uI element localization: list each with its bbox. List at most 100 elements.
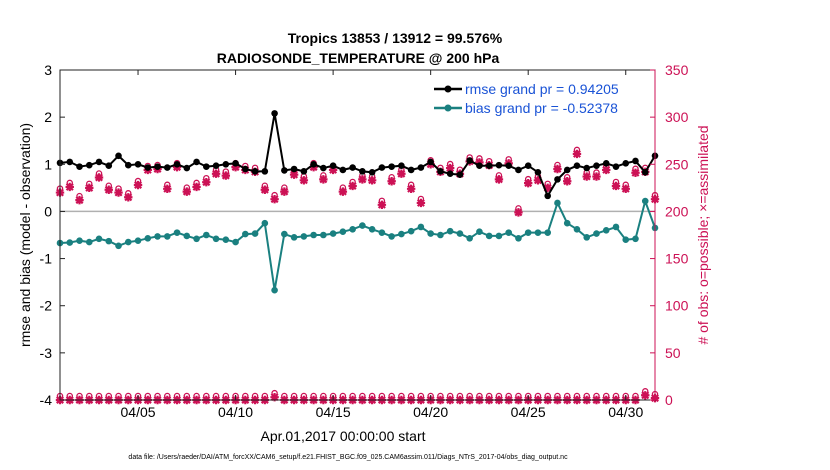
rmse-point — [349, 164, 356, 171]
bias-point — [407, 227, 415, 235]
x-axis-label: Apr.01,2017 00:00:00 start — [260, 428, 425, 444]
y-right-axis-ticks: 0 50 100 150 200 250 300 350 — [650, 62, 689, 408]
obs-assimilated-marker — [299, 176, 309, 185]
plot-area — [60, 70, 655, 400]
bias-point — [163, 233, 171, 240]
bias-point — [232, 238, 239, 246]
legend-bias-label: bias grand pr = -0.52378 — [465, 100, 618, 116]
x-tick-label: 04/20 — [413, 404, 448, 420]
bias-point — [378, 229, 386, 236]
obs-assimilated-marker — [319, 175, 328, 184]
obs-assimilated-marker — [358, 175, 367, 184]
obs-assimilated-marker — [397, 169, 406, 178]
y-right-axis-label: # of obs: o=possible; ×=assimilated — [695, 125, 711, 344]
legend-rmse-marker — [444, 85, 452, 93]
bias-point — [310, 231, 317, 239]
obs-assimilated-marker — [533, 176, 543, 185]
x-tick-label: 04/10 — [218, 404, 253, 420]
rmse-point — [261, 168, 269, 175]
y-left-tick-label: 0 — [44, 203, 52, 219]
rmse-point — [622, 160, 630, 167]
bias-point — [154, 233, 161, 240]
rmse-point — [85, 161, 93, 169]
obs-assimilated-marker — [416, 198, 426, 208]
obs-assimilated-marker — [328, 165, 338, 175]
bias-point — [76, 237, 83, 244]
bias-point — [427, 230, 434, 237]
rmse-point — [407, 166, 415, 174]
legend-box — [430, 77, 650, 119]
bias-point — [300, 233, 308, 240]
obs-assimilated-marker — [231, 162, 240, 172]
bias-point — [495, 232, 503, 240]
x-tick-label: 04/15 — [316, 404, 351, 420]
rmse-point — [388, 163, 395, 170]
obs-assimilated-marker — [338, 187, 348, 196]
rmse-point — [544, 192, 552, 200]
obs-assimilated-marker — [611, 181, 621, 191]
rmse-point — [632, 157, 639, 165]
bias-point — [320, 231, 327, 239]
obs-assimilated-marker — [641, 391, 650, 400]
rmse-point — [124, 161, 132, 169]
rmse-point — [427, 158, 434, 166]
bias-point — [534, 229, 542, 236]
rmse-series-layer — [56, 110, 659, 200]
rmse-point — [271, 110, 278, 117]
rmse-point — [183, 164, 191, 172]
bias-point — [242, 230, 249, 238]
rmse-point — [163, 164, 171, 171]
rmse-point — [515, 166, 522, 174]
rmse-point — [583, 164, 591, 172]
bias-point — [446, 227, 454, 235]
rmse-point — [505, 162, 512, 169]
rmse-point — [212, 162, 220, 169]
rmse-point — [368, 169, 376, 176]
rmse-point — [203, 163, 210, 170]
rmse-point — [417, 164, 425, 171]
x-tick-label: 04/25 — [511, 404, 546, 420]
rmse-point — [95, 158, 103, 166]
rmse-point — [446, 170, 454, 178]
obs-assimilated-marker — [348, 181, 357, 191]
obs-assimilated-marker — [475, 158, 484, 167]
obs-assimilated-marker — [406, 184, 416, 193]
chart-subtitle: RADIOSONDE_TEMPERATURE @ 200 hPa — [217, 50, 500, 66]
bias-point — [222, 236, 230, 244]
obs-assimilated-marker — [563, 177, 572, 186]
bias-point — [602, 226, 610, 234]
y-right-tick-label: 300 — [665, 109, 689, 125]
bias-point — [115, 242, 122, 250]
obs-assimilated-marker — [163, 184, 172, 193]
bias-point — [622, 236, 630, 244]
legend: rmse grand pr = 0.94205 bias grand pr = … — [430, 77, 650, 119]
obs-assimilated-marker — [602, 165, 611, 175]
bias-point — [281, 230, 288, 238]
bias-point — [271, 286, 278, 294]
rmse-point — [359, 168, 366, 175]
chart-title: Tropics 13853 / 13912 = 99.576% — [288, 30, 503, 46]
obs-assimilated-marker — [582, 172, 591, 181]
bias-point — [144, 235, 152, 242]
rmse-point — [300, 168, 308, 175]
obs-assimilated-marker — [543, 183, 552, 193]
obs-assimilated-marker — [133, 180, 143, 190]
rmse-point — [554, 176, 561, 183]
y-right-tick-label: 250 — [665, 156, 689, 172]
rmse-point — [222, 160, 230, 168]
bias-point — [593, 230, 600, 237]
bias-point — [515, 235, 522, 242]
bias-point — [505, 229, 512, 236]
obs-assimilated-marker — [377, 200, 387, 210]
rmse-point — [524, 162, 532, 169]
bias-point — [476, 228, 483, 235]
rmse-point — [437, 168, 444, 175]
y-left-axis-label: rmse and bias (model - observation) — [17, 123, 33, 347]
obs-assimilated-marker — [514, 208, 523, 217]
obs-assimilated-marker — [260, 185, 270, 194]
rmse-point — [290, 165, 298, 173]
bias-point — [66, 239, 74, 246]
bias-point — [544, 229, 552, 236]
rmse-point — [66, 158, 74, 166]
bias-point — [339, 228, 347, 235]
